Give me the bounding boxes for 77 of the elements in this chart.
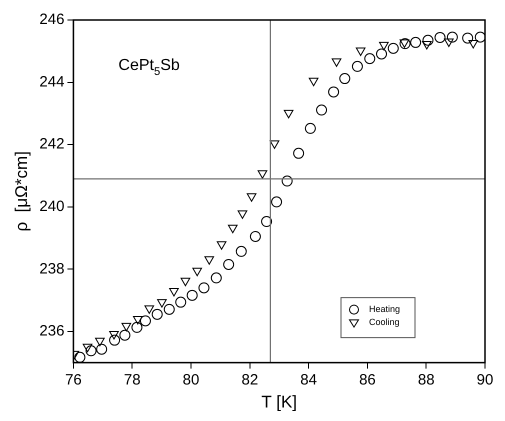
- point: [236, 246, 247, 257]
- point: [352, 60, 363, 72]
- point: [175, 296, 186, 308]
- point: [468, 40, 478, 49]
- point: [410, 36, 422, 48]
- y-tick-label: 242: [39, 136, 64, 153]
- y-tick-label: 236: [39, 322, 64, 340]
- x-tick-label: 76: [65, 372, 82, 389]
- point: [157, 299, 167, 308]
- x-tick-label: 86: [359, 372, 376, 389]
- point: [131, 322, 142, 333]
- point: [446, 32, 458, 43]
- point: [140, 315, 151, 326]
- point: [316, 104, 328, 116]
- point: [223, 258, 234, 270]
- point: [293, 148, 304, 159]
- point: [422, 40, 432, 50]
- point: [132, 316, 143, 324]
- point: [474, 32, 485, 43]
- x-tick-label: 84: [300, 372, 317, 389]
- point: [198, 282, 210, 294]
- point: [246, 193, 256, 202]
- point: [192, 268, 202, 276]
- y-tick-label: 240: [39, 198, 64, 216]
- x-tick-label: 78: [124, 372, 141, 389]
- y-tick-label: 244: [39, 73, 64, 90]
- point: [216, 241, 226, 250]
- point: [95, 338, 105, 346]
- x-tick-label: 82: [241, 372, 258, 389]
- point: [422, 34, 434, 46]
- point: [444, 38, 454, 47]
- point: [376, 48, 388, 60]
- point: [164, 304, 175, 315]
- point: [238, 210, 248, 219]
- point: [122, 322, 132, 332]
- y-tick-label: 246: [39, 11, 64, 28]
- point: [462, 32, 474, 44]
- point: [308, 78, 318, 86]
- point: [152, 308, 163, 320]
- point: [261, 216, 272, 228]
- point: [180, 278, 190, 286]
- point: [388, 42, 399, 54]
- point: [169, 288, 179, 296]
- point: [332, 58, 342, 67]
- legend-label: Cooling: [369, 317, 400, 328]
- point: [250, 230, 261, 242]
- point: [228, 224, 238, 234]
- point: [364, 53, 376, 64]
- y-axis-title: ρ [μΩ*cm]: [12, 151, 31, 232]
- point: [339, 73, 350, 84]
- point: [284, 110, 294, 118]
- x-tick-label: 90: [476, 372, 494, 389]
- point: [74, 352, 86, 363]
- x-tick-label: 88: [418, 372, 435, 389]
- point: [86, 345, 97, 356]
- point: [270, 140, 280, 149]
- point: [282, 176, 293, 187]
- point: [186, 290, 198, 301]
- y-tick-label: 238: [39, 260, 64, 278]
- point: [210, 272, 222, 284]
- x-tick-label: 80: [182, 372, 200, 389]
- point: [82, 344, 92, 352]
- point: [119, 330, 130, 341]
- legend-label: Heating: [369, 304, 400, 314]
- point: [144, 305, 154, 314]
- x-axis-title: T [K]: [261, 392, 298, 412]
- point: [258, 170, 268, 179]
- point: [204, 256, 214, 265]
- point: [328, 86, 340, 98]
- point: [271, 196, 282, 208]
- point: [356, 48, 366, 56]
- point: [379, 42, 389, 50]
- point: [434, 32, 446, 43]
- point: [109, 330, 119, 340]
- point: [96, 344, 108, 355]
- point: [304, 122, 316, 134]
- point: [109, 334, 120, 346]
